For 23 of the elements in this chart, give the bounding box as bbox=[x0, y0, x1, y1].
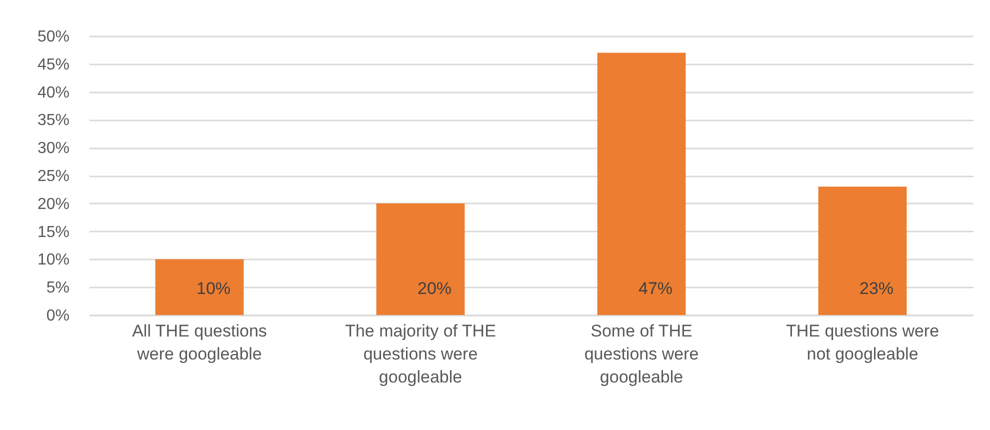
y-tick-label: 25% bbox=[37, 168, 70, 185]
bar bbox=[376, 203, 465, 315]
y-tick-label: 20% bbox=[37, 196, 70, 213]
y-tick-label: 40% bbox=[37, 84, 70, 102]
y-tick-label: 5% bbox=[46, 280, 70, 297]
data-label: 23% bbox=[859, 279, 894, 298]
y-tick-label: 35% bbox=[37, 112, 70, 130]
x-tick-label: All THE questions were googleable bbox=[132, 322, 267, 364]
x-tick-label: The majority of THE questions were googleable bbox=[345, 322, 496, 386]
y-tick-label: 0% bbox=[46, 308, 70, 324]
data-label: 47% bbox=[638, 279, 673, 298]
x-tick-label: THE questions were not googleable bbox=[786, 322, 940, 364]
data-label: 20% bbox=[417, 279, 452, 298]
y-tick-label: 45% bbox=[37, 56, 70, 74]
bar bbox=[597, 52, 686, 315]
y-tick-label: 10% bbox=[37, 252, 70, 269]
bar bbox=[155, 259, 244, 315]
y-tick-label: 30% bbox=[37, 140, 70, 158]
y-tick-label: 50% bbox=[37, 28, 70, 46]
data-label: 10% bbox=[196, 279, 231, 298]
y-tick-label: 15% bbox=[37, 224, 70, 241]
bar bbox=[818, 186, 907, 315]
x-tick-label: Some of THE questions were googleable bbox=[584, 322, 699, 386]
